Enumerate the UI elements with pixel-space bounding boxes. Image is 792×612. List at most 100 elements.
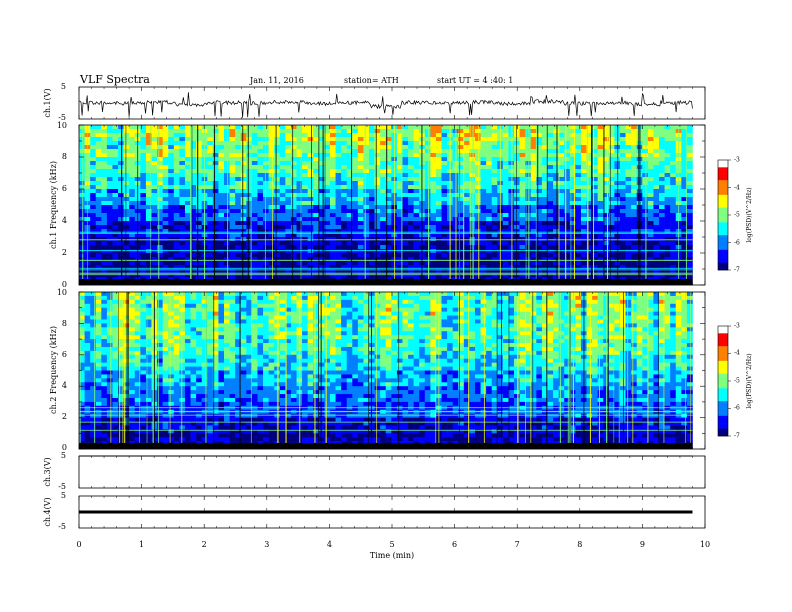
spectrogram-cell	[263, 292, 269, 297]
spectrogram-cell	[597, 201, 604, 206]
spectrogram-cell	[235, 261, 242, 266]
spectrogram-cell	[385, 261, 392, 266]
spectrogram-cell	[653, 241, 660, 246]
spectrogram-cell	[179, 181, 186, 186]
colorbar-cell	[718, 215, 728, 218]
spectrogram-cell	[575, 141, 582, 146]
spectrogram-cell	[257, 217, 264, 222]
spectrogram-cell	[145, 292, 152, 297]
spectrogram-cell	[352, 133, 359, 138]
spectrogram-cell	[318, 233, 325, 238]
spectrogram-cell	[268, 189, 275, 194]
spectrogram-cell	[335, 217, 342, 222]
spectrogram-cell	[106, 205, 113, 210]
spectrogram-cell	[686, 141, 693, 146]
spectrogram-cell	[541, 209, 548, 214]
ch1-waveform-ticks	[78, 87, 706, 119]
spectrogram-cell	[268, 225, 275, 230]
spectrogram-cell	[536, 233, 543, 238]
spectrogram-cell	[257, 273, 264, 278]
spectrogram-cell	[95, 205, 102, 210]
spectrogram-cell	[95, 137, 102, 142]
spectrogram-cell	[184, 221, 191, 226]
spectrogram-cell	[106, 165, 113, 170]
spectrogram-cell	[435, 185, 442, 190]
spectrogram-cell	[580, 273, 587, 278]
spectrogram-cell	[564, 129, 571, 134]
spectrogram-cell	[374, 129, 381, 134]
spectrogram-cell	[374, 153, 381, 158]
spectrogram-cell	[224, 273, 230, 278]
spectrogram-cell	[251, 173, 258, 178]
spectrogram-cell	[151, 201, 158, 206]
spectrogram-cell	[541, 292, 548, 297]
spectrogram-cell	[118, 253, 124, 258]
spectrogram-cell	[224, 197, 230, 202]
spectrogram-cell	[335, 165, 342, 170]
spectrogram-cell	[179, 193, 186, 198]
spectrogram-cell	[329, 181, 336, 186]
spectrogram-cell	[151, 153, 158, 158]
spectrogram-cell	[374, 295, 381, 301]
spectrogram-cell	[508, 249, 515, 254]
spectrogram-cell	[659, 137, 665, 142]
spectrogram-cell	[346, 245, 353, 250]
spectrogram-cell	[659, 237, 665, 242]
spectrogram-cell	[508, 221, 515, 226]
spectrogram-cell	[101, 221, 108, 226]
spectrogram-cell	[491, 157, 498, 162]
spectrogram-cell	[173, 197, 180, 202]
spectrogram-cell	[90, 125, 97, 130]
spectrogram-cell	[251, 205, 258, 210]
ch1-freq-tick-10: 10	[57, 121, 67, 130]
spectrogram-cell	[235, 193, 242, 198]
spectrogram-cell	[686, 217, 693, 222]
spectrogram-cell	[659, 169, 665, 174]
spectrogram-cell	[402, 189, 409, 194]
spectrogram-cell	[251, 292, 258, 297]
spectrogram-cell	[608, 157, 615, 162]
spectrogram-cell	[106, 189, 113, 194]
spectrogram-cell	[670, 225, 677, 230]
spectrogram-cell	[329, 229, 336, 234]
spectrogram-cell	[474, 137, 481, 142]
spectrogram-cell	[424, 125, 431, 130]
spectrogram-cell	[441, 257, 448, 262]
spectrogram-cell	[118, 153, 124, 158]
spectrogram-cell	[95, 225, 102, 230]
spectrogram-cell	[363, 145, 370, 150]
spectrogram-cell	[625, 145, 632, 150]
spectrogram-cell	[190, 141, 197, 146]
spectrogram-cell	[341, 225, 347, 230]
spectrogram-cell	[614, 161, 621, 166]
spectrogram-cell	[647, 169, 654, 174]
spectrogram-cell	[402, 217, 409, 222]
spectrogram-cell	[229, 213, 236, 218]
spectrogram-cell	[619, 177, 626, 182]
spectrogram-cell	[474, 161, 481, 166]
spectrogram-cell	[385, 229, 392, 234]
ch2-spectrogram-panel: 0 2 4 6 8 10 ch.2 Frequency (kHz)	[49, 288, 706, 452]
spectrogram-cell	[424, 213, 431, 218]
spectrogram-cell	[541, 229, 548, 234]
spectrogram-cell	[190, 181, 197, 186]
spectrogram-cell	[341, 217, 347, 222]
spectrogram-cell	[430, 129, 437, 134]
spectrogram-cell	[129, 292, 136, 297]
spectrogram-cell	[536, 209, 543, 214]
spectrogram-cell	[430, 177, 437, 182]
spectrogram-cell	[586, 193, 593, 198]
spectrogram-cell	[290, 205, 297, 210]
spectrogram-cell	[547, 213, 554, 218]
spectrogram-cell	[173, 157, 180, 162]
spectrogram-cell	[547, 153, 554, 158]
spectrogram-cell	[123, 217, 130, 222]
spectrogram-cell	[240, 261, 247, 266]
spectrogram-cell	[474, 201, 481, 206]
spectrogram-cell	[502, 149, 509, 154]
spectrogram-cell	[341, 185, 347, 190]
spectrogram-cell	[346, 177, 353, 182]
spectrogram-cell	[603, 157, 610, 162]
spectrogram-cell	[619, 221, 626, 226]
spectrogram-cell	[118, 249, 124, 254]
